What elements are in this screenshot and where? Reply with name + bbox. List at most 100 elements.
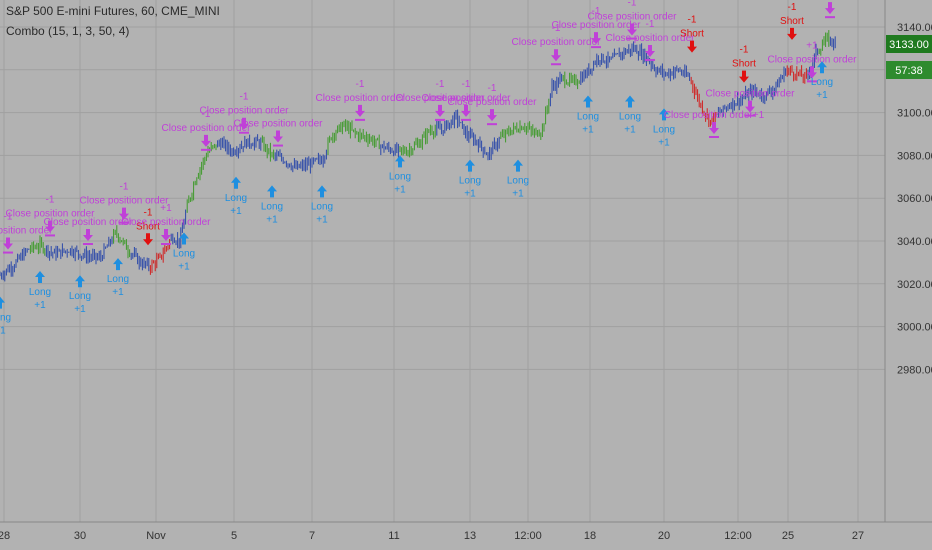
long-arrow-icon	[231, 177, 241, 189]
close-arrow-icon	[83, 229, 93, 241]
signal-label: +1	[806, 40, 818, 51]
time-tick-label: 12:00	[724, 530, 752, 542]
price-tick-label: 3040.00	[897, 236, 932, 248]
close-bar-icon	[83, 243, 93, 245]
signal-label: -1	[356, 79, 365, 90]
bar-countdown: 57:38	[895, 65, 923, 77]
signal-label: Long	[107, 274, 129, 285]
price-tick-label: 3060.00	[897, 193, 932, 205]
signal-label: Long	[389, 171, 411, 182]
close-bar-icon	[3, 252, 13, 254]
signal-label: Close position order	[448, 97, 538, 108]
long-arrow-icon	[35, 271, 45, 283]
close-bar-icon	[239, 132, 249, 134]
close-signal: Close position order -1	[316, 79, 406, 121]
signal-label: +1	[394, 184, 406, 195]
long-signal: Long +1	[261, 185, 283, 225]
long-arrow-icon	[113, 258, 123, 270]
signal-label: Close position order	[122, 217, 212, 228]
signal-label: Close position order	[588, 12, 678, 23]
close-arrow-icon	[201, 135, 211, 147]
signal-label: -1	[488, 83, 497, 94]
indicator-label[interactable]: Combo (15, 1, 3, 50, 4)	[6, 24, 129, 38]
close-bar-icon	[273, 145, 283, 147]
signal-label: +1	[464, 189, 476, 200]
signal-label: Long	[811, 77, 833, 88]
time-axis[interactable]: 28 30 Nov 5 7 11 13 12:00 18 20 12:00 25 27	[0, 530, 864, 542]
signal-label: -1	[46, 194, 55, 205]
long-signal: Long +1	[173, 232, 195, 272]
signal-label: +1	[316, 214, 328, 225]
close-bar-icon	[745, 115, 755, 117]
long-arrow-icon	[395, 155, 405, 167]
signal-label: Short	[780, 16, 804, 27]
signal-label: +1	[0, 326, 6, 337]
signal-label: -1	[646, 19, 655, 30]
symbol-title[interactable]: S&P 500 E-mini Futures, 60, CME_MINI	[6, 4, 220, 18]
signal-label: Close position order	[234, 119, 324, 130]
close-bar-icon	[161, 243, 171, 245]
long-arrow-icon	[625, 95, 635, 107]
close-bar-icon	[591, 46, 601, 48]
price-tick-label: 3020.00	[897, 279, 932, 291]
time-tick-label: Nov	[146, 530, 166, 542]
close-bar-icon	[487, 123, 497, 125]
signal-label: Close position order	[768, 54, 858, 65]
signal-label: Short	[732, 59, 756, 70]
signal-label: +1	[266, 214, 278, 225]
long-signal: Long +1	[619, 95, 641, 135]
close-bar-icon	[645, 59, 655, 61]
signal-label: -1	[462, 79, 471, 90]
close-arrow-icon	[435, 105, 445, 117]
time-tick-label: 7	[309, 530, 315, 542]
close-bar-icon	[355, 119, 365, 121]
signal-label: Long	[619, 111, 641, 122]
signal-label: +1	[74, 304, 86, 315]
signal-label: Long	[225, 193, 247, 204]
signal-label: Close position order	[706, 89, 796, 100]
time-tick-label: 28	[0, 530, 10, 542]
time-tick-label: 25	[782, 530, 794, 542]
close-bar-icon	[435, 119, 445, 121]
long-signal: Long +1	[29, 271, 51, 311]
signal-label: Long	[577, 111, 599, 122]
close-arrow-icon	[273, 131, 283, 143]
price-tick-label: 3000.00	[897, 322, 932, 334]
signal-label: +1	[112, 287, 124, 298]
long-signal: Long +1	[107, 258, 129, 298]
signal-label: +1	[582, 124, 594, 135]
long-signal: Long +1	[459, 160, 481, 200]
long-arrow-icon	[465, 160, 475, 172]
signal-label: -1	[240, 92, 249, 103]
time-tick-label: 11	[388, 530, 399, 542]
signal-label: -1	[436, 79, 445, 90]
signal-label: Long	[173, 248, 195, 259]
long-signal: Long +1	[577, 95, 599, 135]
close-arrow-icon	[551, 49, 561, 61]
long-signal: Long +1	[69, 275, 91, 315]
long-signal: Long +1	[311, 185, 333, 225]
short-signal: Short -1	[680, 15, 704, 53]
close-bar-icon	[201, 149, 211, 151]
signal-label: +1	[658, 137, 670, 148]
signal-label: +1	[512, 189, 524, 200]
time-tick-label: 18	[584, 530, 596, 542]
signal-label: Close position order	[512, 37, 602, 48]
signal-label: Long	[69, 291, 91, 302]
short-arrow-icon	[143, 233, 153, 245]
signal-label: Close position order	[316, 93, 406, 104]
long-arrow-icon	[75, 275, 85, 287]
close-arrow-icon	[487, 109, 497, 121]
signal-label: Long	[311, 201, 333, 212]
signal-label: +1	[160, 203, 172, 214]
short-signal: Short -1	[780, 2, 804, 40]
close-signal: Close position order +1	[122, 203, 212, 245]
signal-label: Long	[459, 176, 481, 187]
signal-label: Close position order	[786, 0, 876, 1]
signal-label: Long	[507, 176, 529, 187]
close-bar-icon	[551, 63, 561, 65]
price-tick-label: 3080.00	[897, 150, 932, 162]
signal-label: +1	[34, 300, 46, 311]
time-tick-label: 12:00	[514, 530, 542, 542]
